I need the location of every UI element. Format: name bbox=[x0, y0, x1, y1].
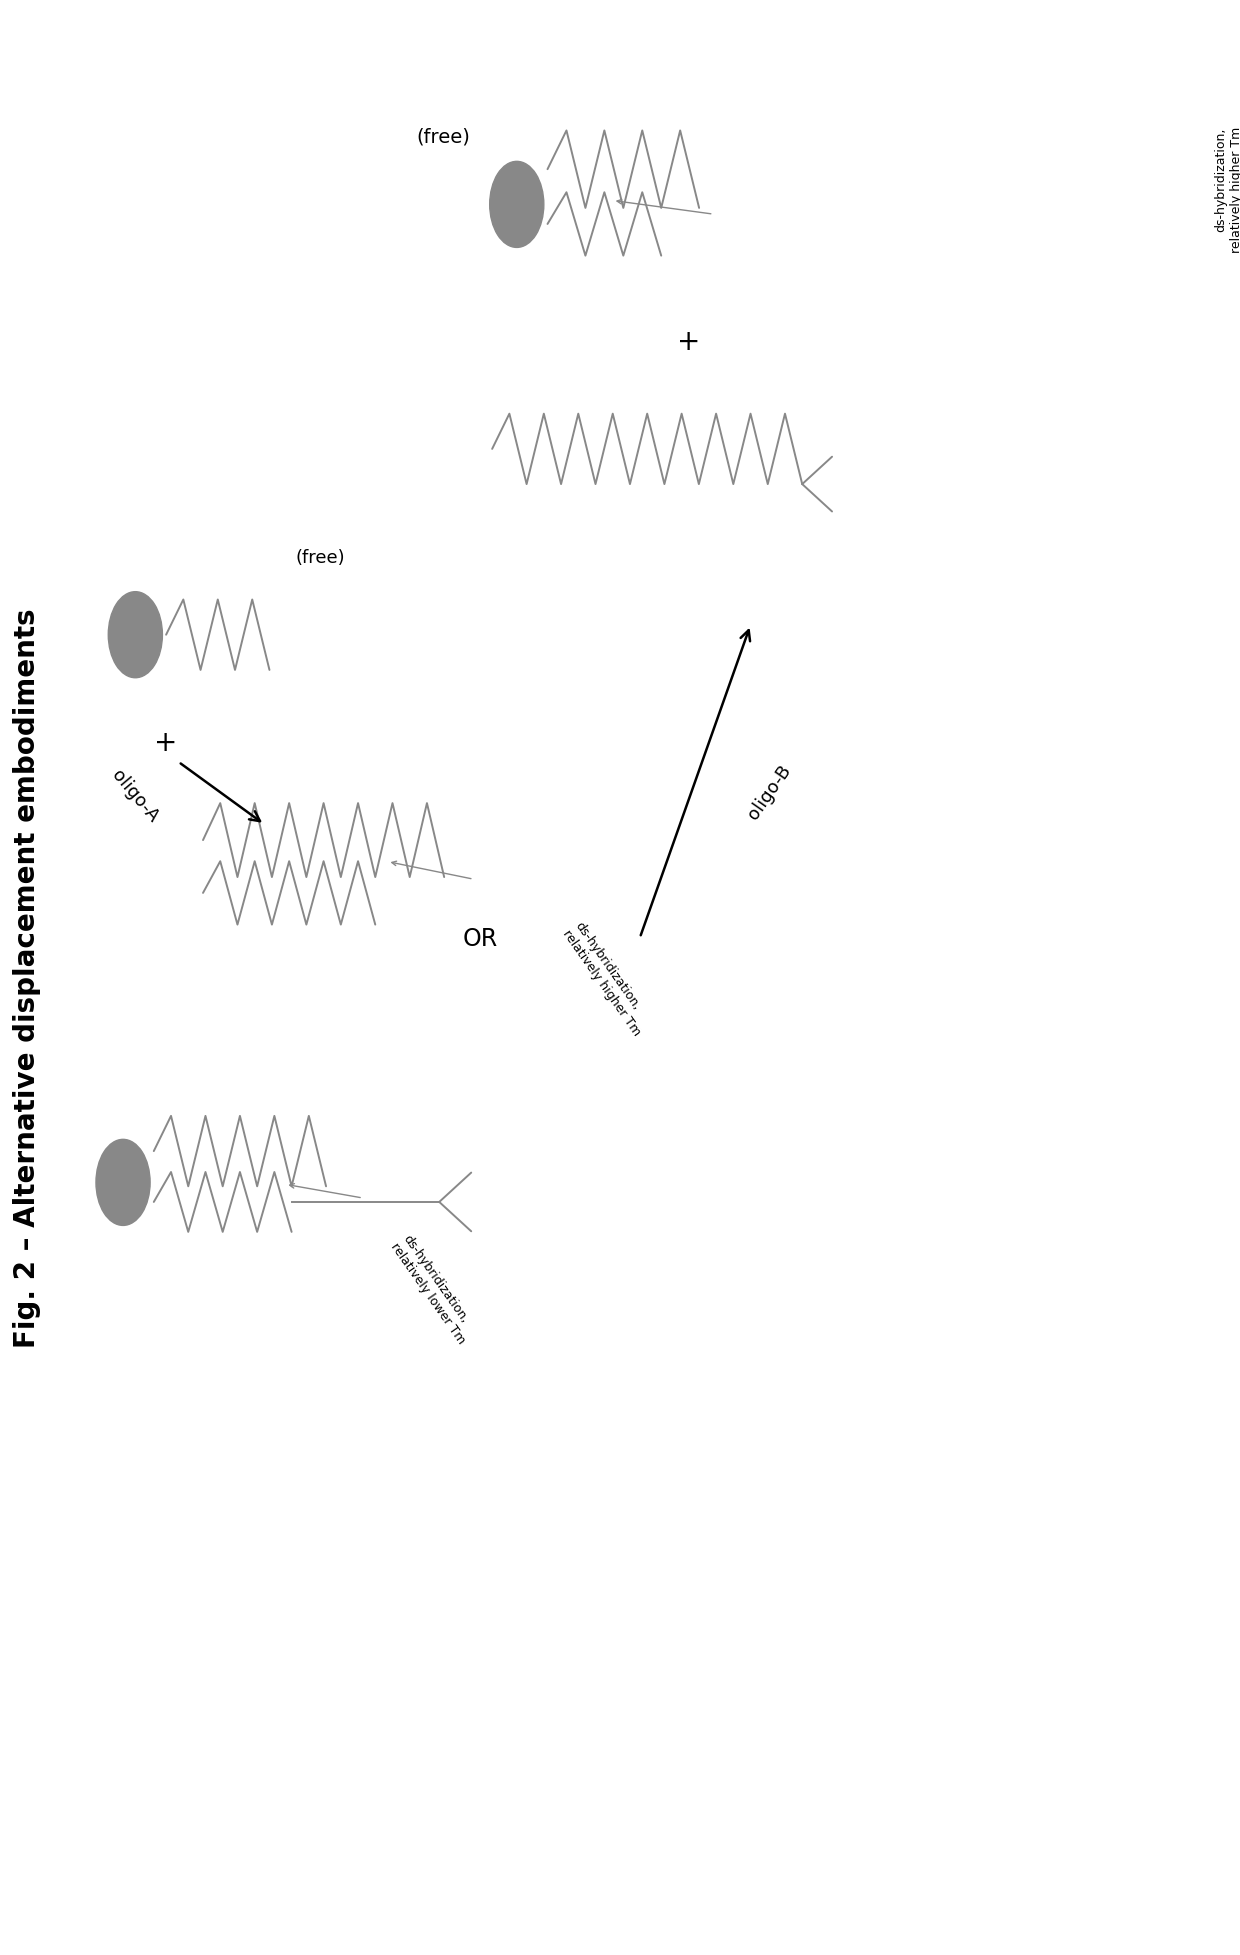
Text: +: + bbox=[155, 729, 177, 757]
Text: +: + bbox=[677, 328, 701, 356]
Text: Fig. 2 – Alternative displacement embodiments: Fig. 2 – Alternative displacement embodi… bbox=[14, 608, 41, 1347]
Text: (free): (free) bbox=[415, 127, 470, 147]
Text: ds-hybridization,
relatively lower Tm: ds-hybridization, relatively lower Tm bbox=[388, 1232, 480, 1347]
Circle shape bbox=[490, 162, 544, 248]
Circle shape bbox=[95, 1140, 150, 1226]
Text: oligo-A: oligo-A bbox=[108, 766, 162, 825]
Text: OR: OR bbox=[463, 927, 497, 950]
Text: ds-hybridization,
relatively higher Tm: ds-hybridization, relatively higher Tm bbox=[1215, 127, 1240, 254]
Text: oligo-B: oligo-B bbox=[744, 760, 795, 823]
Text: (free): (free) bbox=[295, 549, 345, 567]
Text: ds-hybridization,
relatively higher Tm: ds-hybridization, relatively higher Tm bbox=[559, 919, 655, 1038]
Circle shape bbox=[108, 592, 162, 678]
